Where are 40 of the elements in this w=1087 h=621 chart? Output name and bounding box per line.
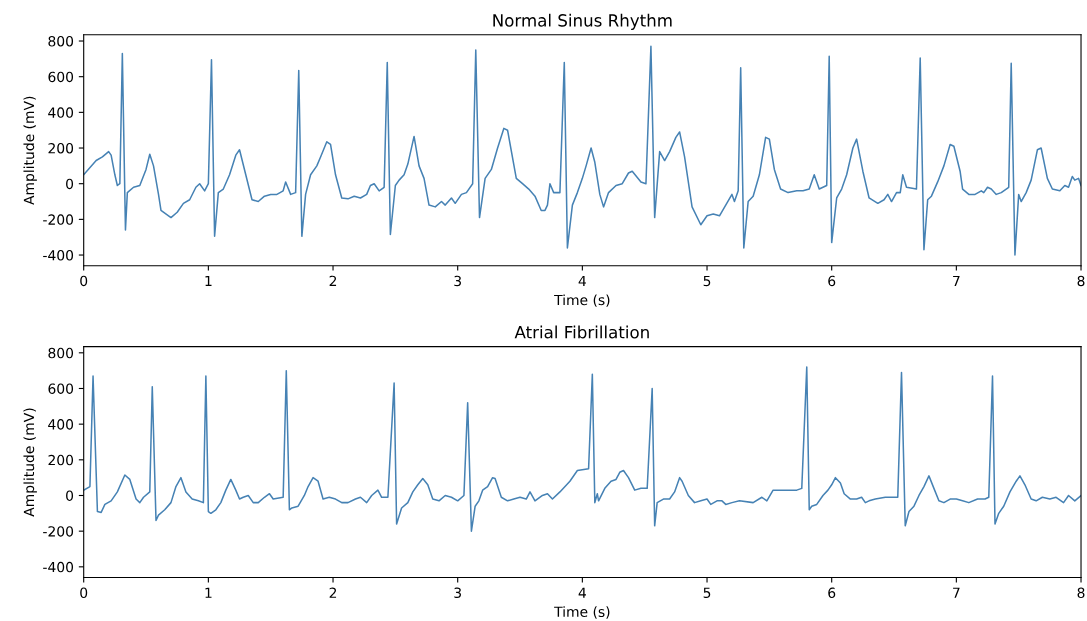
- x-tick-label: 8: [1077, 587, 1085, 598]
- line-series: [83, 366, 1082, 532]
- x-tick-label: 4: [578, 275, 586, 287]
- y-tick-label: 800: [48, 347, 74, 359]
- x-tick-label: 3: [454, 587, 461, 598]
- x-tick-label: 6: [828, 587, 836, 598]
- y-tick-label: 0: [66, 178, 74, 190]
- y-tick-label: -200: [43, 526, 74, 537]
- x-tick-label: 7: [953, 275, 960, 287]
- x-tick-label: 4: [578, 587, 586, 598]
- x-tick-label: 5: [703, 587, 711, 598]
- line-series: [83, 45, 1082, 256]
- y-axis-title: Amplitude (mV): [23, 96, 37, 205]
- x-tick-label: 3: [454, 275, 461, 287]
- chart-title: Atrial Fibrillation: [514, 325, 649, 339]
- x-tick-label: 2: [329, 587, 337, 598]
- y-tick-label: 0: [66, 490, 74, 501]
- x-tick-label: 1: [205, 275, 212, 287]
- x-tick-label: 1: [205, 587, 212, 598]
- y-tick-label: 600: [48, 383, 74, 394]
- y-tick-label: 600: [48, 71, 74, 83]
- y-axis-title: Amplitude (mV): [23, 408, 37, 517]
- x-tick-label: 5: [703, 275, 711, 287]
- chart-title: Normal Sinus Rhythm: [493, 13, 672, 30]
- y-tick-label: 200: [48, 142, 74, 154]
- x-tick-label: 2: [329, 275, 337, 287]
- y-tick-label: -200: [43, 214, 74, 225]
- x-tick-label: 0: [80, 587, 88, 598]
- y-tick-label: -400: [43, 250, 74, 261]
- y-tick-label: 200: [48, 454, 74, 466]
- x-tick-label: 7: [953, 587, 960, 598]
- x-axis-title: Time (s): [554, 606, 610, 619]
- x-axis-title: Time (s): [554, 294, 610, 307]
- y-tick-label: -400: [43, 561, 74, 573]
- x-tick-label: 8: [1077, 275, 1085, 287]
- y-tick-label: 400: [48, 107, 74, 118]
- y-tick-label: 800: [48, 35, 74, 47]
- y-tick-label: 400: [48, 419, 74, 430]
- x-tick-label: 0: [80, 275, 88, 287]
- x-tick-label: 6: [828, 275, 836, 287]
